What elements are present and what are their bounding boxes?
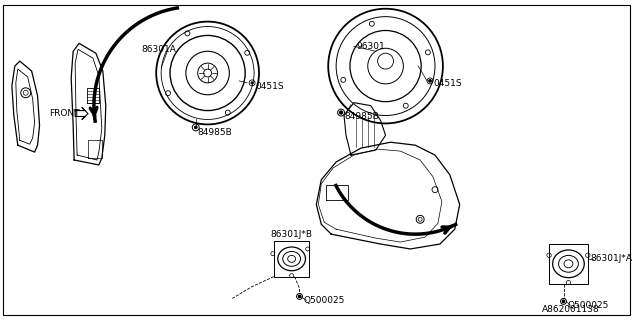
Circle shape [340, 111, 342, 114]
Text: A862001138: A862001138 [541, 305, 600, 314]
Text: 96301: 96301 [356, 42, 385, 51]
Circle shape [563, 300, 564, 302]
Text: 84985B: 84985B [344, 112, 379, 121]
Text: FRONT: FRONT [49, 109, 80, 118]
Polygon shape [75, 108, 88, 119]
Text: Q500025: Q500025 [303, 296, 345, 305]
Text: 0451S: 0451S [255, 82, 284, 91]
Text: Q500025: Q500025 [568, 301, 609, 310]
Text: 86301J*A: 86301J*A [590, 254, 632, 263]
Circle shape [429, 80, 431, 82]
Text: 86301J*B: 86301J*B [270, 230, 312, 239]
Circle shape [298, 295, 301, 298]
Circle shape [195, 126, 197, 129]
Text: 84985B: 84985B [198, 128, 232, 137]
Text: 86301A: 86301A [141, 45, 176, 54]
Circle shape [251, 82, 253, 84]
Text: 0451S: 0451S [433, 79, 461, 88]
